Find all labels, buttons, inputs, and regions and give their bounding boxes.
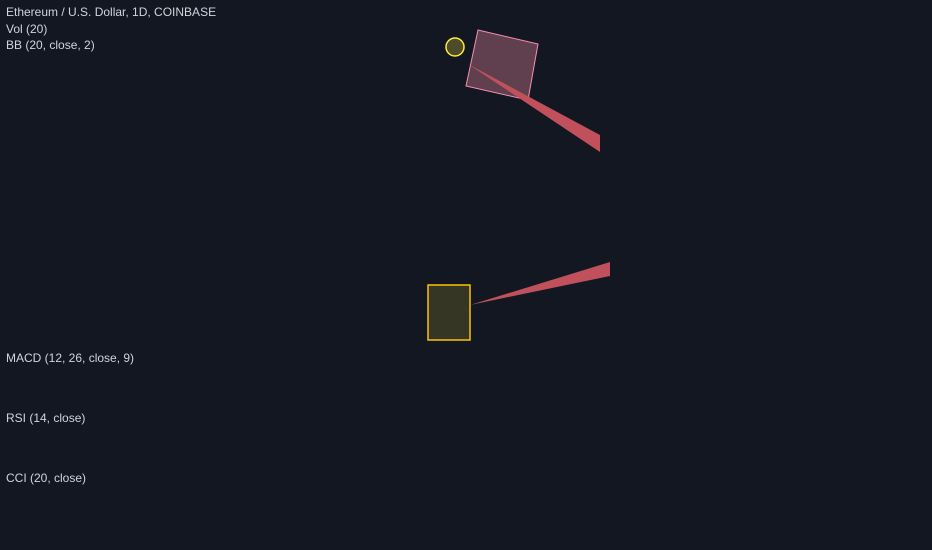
callout-pointer	[468, 64, 600, 152]
highlight-volume	[427, 284, 471, 341]
legend-volume: Vol (20)	[6, 22, 47, 36]
highlight-circle	[445, 37, 465, 57]
legend-macd: MACD (12, 26, close, 9)	[6, 351, 134, 365]
legend-cci: CCI (20, close)	[6, 471, 86, 485]
legend-rsi: RSI (14, close)	[6, 411, 85, 425]
callout-pointer	[470, 262, 610, 305]
legend-bb: BB (20, close, 2)	[6, 38, 95, 52]
legend-title: Ethereum / U.S. Dollar, 1D, COINBASE	[6, 5, 216, 19]
